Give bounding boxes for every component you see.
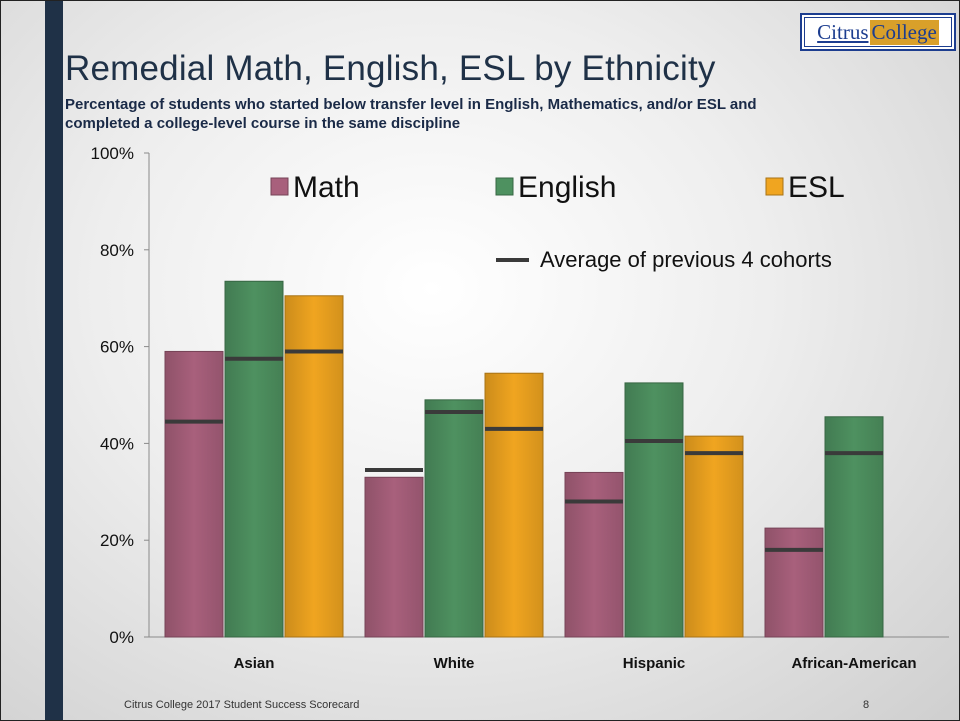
y-tick-label: 20% bbox=[100, 531, 134, 550]
bar-english-white bbox=[424, 399, 484, 638]
citrus-college-logo: Citrus College bbox=[800, 13, 956, 51]
y-tick-label: 60% bbox=[100, 338, 134, 357]
legend-label-math: Math bbox=[293, 171, 360, 204]
footer-text: Citrus College 2017 Student Success Scor… bbox=[124, 699, 360, 711]
bar-math-african-american bbox=[764, 527, 824, 638]
logo-text-college: College bbox=[869, 19, 939, 45]
legend-swatch-esl bbox=[765, 177, 784, 196]
y-tick-label: 0% bbox=[109, 628, 134, 647]
bar-math-white bbox=[364, 476, 424, 638]
bar-english-hispanic bbox=[624, 382, 684, 638]
x-tick-label: Asian bbox=[234, 655, 275, 672]
page-number: 8 bbox=[863, 699, 870, 711]
bar-math-asian bbox=[164, 350, 224, 638]
x-tick-label: Hispanic bbox=[623, 655, 686, 672]
x-tick-label: African-American bbox=[791, 655, 916, 672]
legend-label-average: Average of previous 4 cohorts bbox=[540, 247, 832, 272]
legend-label-esl: ESL bbox=[788, 171, 845, 204]
legend-swatch-math bbox=[270, 177, 289, 196]
y-tick-label: 40% bbox=[100, 434, 134, 453]
legend-label-english: English bbox=[518, 171, 616, 204]
bar-esl-hispanic bbox=[684, 435, 744, 638]
x-tick-label: White bbox=[434, 655, 475, 672]
y-tick-label: 80% bbox=[100, 241, 134, 260]
bar-math-hispanic bbox=[564, 471, 624, 638]
legend-swatch-english bbox=[495, 177, 514, 196]
y-tick-label: 100% bbox=[91, 144, 134, 163]
logo-text-citrus: Citrus bbox=[817, 19, 869, 44]
slide-title: Remedial Math, English, ESL by Ethnicity bbox=[65, 49, 716, 88]
bar-esl-white bbox=[484, 372, 544, 638]
sidebar-accent-bar bbox=[45, 1, 63, 720]
bar-english-african-american bbox=[824, 416, 884, 638]
bar-esl-asian bbox=[284, 295, 344, 638]
bar-english-asian bbox=[224, 280, 284, 638]
slide-subtitle: Percentage of students who started below… bbox=[65, 96, 757, 132]
